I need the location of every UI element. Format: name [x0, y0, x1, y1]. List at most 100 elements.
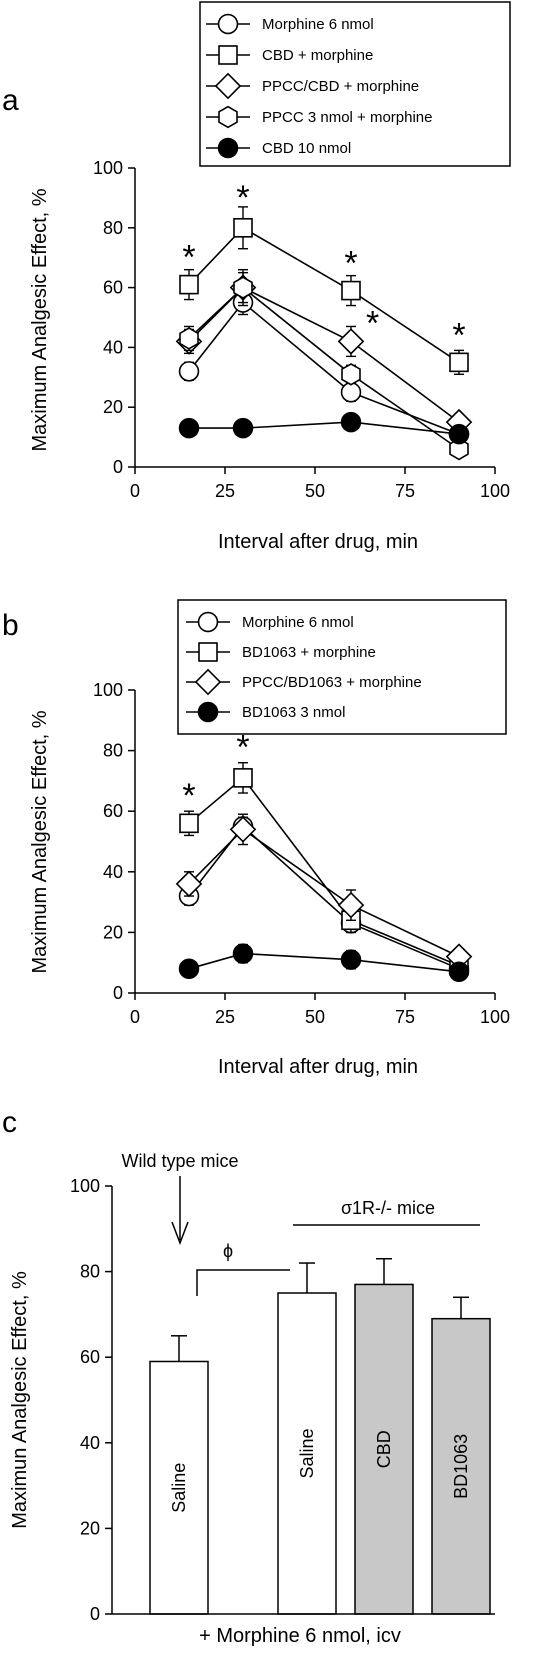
data-point — [178, 958, 200, 980]
y-tick-label: 0 — [113, 457, 123, 477]
legend-entry: CBD 10 nmol — [206, 137, 351, 159]
x-tick-label: 25 — [215, 1007, 235, 1027]
legend-entry: Morphine 6 nmol — [186, 611, 354, 633]
significance-star: * — [182, 239, 195, 277]
legend-entry: PPCC 3 nmol + morphine — [206, 105, 433, 129]
data-point — [178, 361, 200, 382]
y-tick-label: 40 — [80, 1433, 100, 1453]
significance-star: * — [452, 316, 465, 354]
series-1 — [179, 762, 469, 976]
legend-a: Morphine 6 nmol CBD + morphine PPCC/CBD + … — [199, 1, 511, 167]
panel-letter-c: c — [2, 1106, 17, 1139]
data-point — [179, 327, 199, 350]
series-line — [188, 952, 460, 973]
y-tick-label: 20 — [103, 922, 123, 942]
panel-b: b Morphine 6 nmol BD1063 + morphine PPCC/B… — [2, 599, 510, 1078]
series-line — [188, 301, 460, 435]
bar-group: Saline — [277, 1262, 337, 1615]
plot-b: 0 25 50 75 100 0 20 40 60 80 100 * * — [93, 680, 510, 1027]
data-point — [175, 870, 203, 898]
y-tick-label: 80 — [80, 1262, 100, 1282]
x-axis-label-b: Interval after drug, min — [218, 1056, 418, 1078]
series-line — [188, 226, 460, 364]
y-tick-label: 0 — [113, 983, 123, 1003]
legend-entry: Morphine 6 nmol — [206, 13, 374, 35]
bar-label: CBD — [374, 1430, 394, 1468]
x-tick-label: 75 — [395, 481, 415, 501]
data-point — [340, 411, 362, 433]
significance-bracket — [196, 1269, 290, 1296]
x-tick-label: 0 — [130, 481, 140, 501]
significance-star: * — [236, 729, 249, 767]
series-line — [189, 421, 460, 435]
bar-group: CBD — [354, 1258, 414, 1615]
legend-label: PPCC 3 nmol + morphine — [262, 109, 433, 126]
series-line — [188, 286, 460, 423]
x-axis-label-c: + Morphine 6 nmol, icv — [199, 1625, 401, 1647]
data-point — [179, 813, 199, 834]
legend-label: Morphine 6 nmol — [262, 16, 374, 33]
panel-a: a Morphine 6 nmol CBD + morphine PPCC/CBD … — [2, 1, 511, 553]
x-tick-label: 75 — [395, 1007, 415, 1027]
data-point — [232, 417, 254, 439]
data-point — [449, 437, 469, 461]
legend-marker — [217, 13, 239, 35]
series-0 — [178, 816, 470, 980]
x-tick-label: 0 — [130, 1007, 140, 1027]
legend-box-b — [177, 599, 507, 735]
y-tick-label: 60 — [103, 278, 123, 298]
data-point — [229, 816, 257, 843]
legend-marker — [214, 72, 242, 100]
significance-symbol: ϕ — [223, 1241, 233, 1261]
legend-marker — [194, 668, 222, 696]
panel-c: c 0 20 40 60 80 100 Saline Saline CBD BD1063 Wil… — [2, 1106, 495, 1647]
data-point — [179, 274, 199, 295]
significance-star: * — [344, 245, 357, 283]
series-line — [188, 828, 460, 958]
legend-marker — [217, 137, 239, 159]
y-tick-label: 40 — [103, 337, 123, 357]
significance-star: * — [182, 777, 195, 815]
bar — [354, 1283, 414, 1615]
panel-letter-b: b — [2, 609, 19, 642]
legend-marker — [218, 45, 238, 65]
series-1 — [179, 206, 469, 376]
y-tick-label: 20 — [103, 397, 123, 417]
data-point — [337, 328, 365, 355]
plot-c: 0 20 40 60 80 100 Saline Saline CBD BD1063 — [70, 1176, 495, 1624]
bar-label: BD1063 — [451, 1434, 471, 1499]
bar — [431, 1317, 491, 1615]
series-0 — [178, 289, 470, 445]
panel-letter-a: a — [2, 84, 19, 117]
data-point — [341, 280, 361, 301]
bar-label: Saline — [169, 1463, 189, 1513]
legend-box-a — [199, 1, 511, 167]
bar-group: BD1063 — [431, 1296, 491, 1615]
data-point — [449, 352, 469, 373]
data-point — [233, 218, 253, 238]
x-axis-label-a: Interval after drug, min — [218, 531, 418, 553]
data-point — [448, 961, 470, 983]
series-line — [188, 286, 460, 450]
legend-entry: CBD + morphine — [206, 45, 373, 65]
legend-label: PPCC/CBD + morphine — [262, 78, 419, 95]
y-tick-label: 40 — [103, 862, 123, 882]
x-tick-label: 50 — [305, 1007, 325, 1027]
data-point — [340, 949, 362, 970]
significance-star: * — [236, 179, 249, 217]
series-3 — [179, 271, 469, 461]
wild-type-label: Wild type mice — [121, 1151, 238, 1171]
significance-star: * — [366, 304, 379, 342]
data-point — [233, 768, 253, 788]
legend-marker — [218, 105, 238, 129]
data-point — [341, 363, 361, 386]
y-tick-label: 100 — [93, 158, 123, 178]
legend-marker — [197, 701, 219, 723]
data-point — [233, 276, 253, 299]
y-tick-label: 80 — [103, 218, 123, 238]
legend-entry: PPCC/BD1063 + morphine — [186, 668, 422, 696]
x-tick-label: 25 — [215, 481, 235, 501]
data-point — [178, 417, 200, 439]
y-tick-label: 100 — [93, 680, 123, 700]
legend-label: CBD 10 nmol — [262, 140, 351, 157]
